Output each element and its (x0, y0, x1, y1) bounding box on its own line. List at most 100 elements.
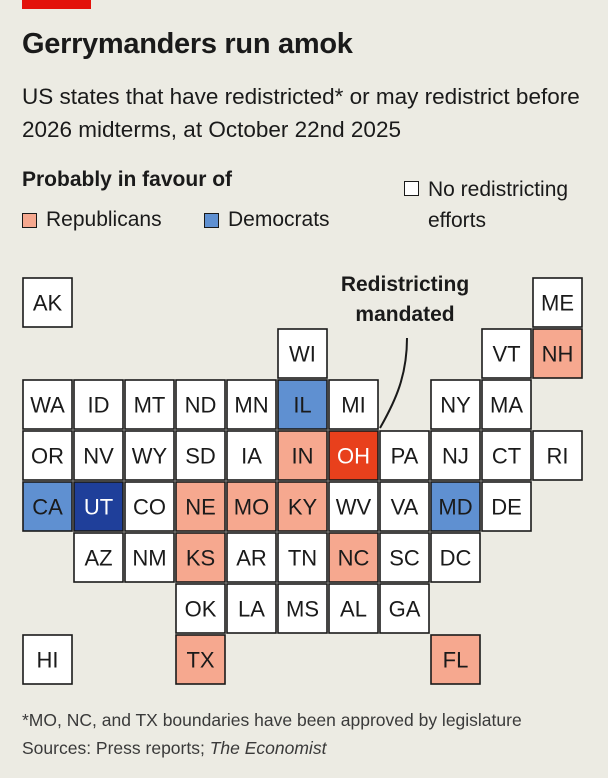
state-label: NM (132, 546, 166, 571)
state-tile-box (73, 430, 124, 481)
legend-swatch-none (404, 181, 419, 196)
state-label: ME (541, 291, 574, 316)
state-tile-id: ID (73, 379, 124, 430)
state-tile-pa: PA (379, 430, 430, 481)
state-label: KS (186, 546, 215, 571)
state-tile-ma: MA (481, 379, 532, 430)
legend-item-none: No redistricting efforts (404, 174, 598, 236)
state-label: MO (234, 495, 269, 520)
state-tile-box (277, 583, 328, 634)
state-label: VT (492, 342, 520, 367)
state-label: WA (30, 393, 65, 418)
sources-prefix: Sources: Press reports; (22, 738, 210, 758)
state-tile-wv: WV (328, 481, 379, 532)
state-tile-box (430, 430, 481, 481)
state-tile-box (73, 532, 124, 583)
state-label: NC (338, 546, 370, 571)
state-tile-box (124, 481, 175, 532)
state-tile-box (226, 430, 277, 481)
state-label: VA (391, 495, 419, 520)
state-label: NH (542, 342, 574, 367)
state-tile-al: AL (328, 583, 379, 634)
state-label: NV (83, 444, 114, 469)
state-tile-box (277, 481, 328, 532)
state-label: WV (336, 495, 372, 520)
state-label: ID (88, 393, 110, 418)
state-tile-ny: NY (430, 379, 481, 430)
state-tile-ms: MS (277, 583, 328, 634)
state-tile-ct: CT (481, 430, 532, 481)
state-tile-tn: TN (277, 532, 328, 583)
state-label: NY (440, 393, 471, 418)
state-tile-md: MD (430, 481, 481, 532)
state-label: FL (443, 648, 469, 673)
state-tile-box (175, 634, 226, 685)
state-label: WI (289, 342, 316, 367)
legend-label-republicans: Republicans (46, 208, 162, 231)
state-tile-wy: WY (124, 430, 175, 481)
state-label: TX (186, 648, 214, 673)
state-tile-box (532, 277, 583, 328)
annotation-line-2: mandated (355, 303, 455, 326)
state-tile-ks: KS (175, 532, 226, 583)
state-tile-box (175, 583, 226, 634)
state-label: HI (37, 648, 59, 673)
state-label: IN (292, 444, 314, 469)
state-tile-me: ME (532, 277, 583, 328)
state-tile-box (22, 379, 73, 430)
state-tile-box (22, 277, 73, 328)
annotation-leader-line (379, 337, 408, 429)
state-tile-az: AZ (73, 532, 124, 583)
state-label: AL (340, 597, 367, 622)
state-tile-tx: TX (175, 634, 226, 685)
state-tile-mt: MT (124, 379, 175, 430)
state-tile-box (73, 481, 124, 532)
state-label: IA (241, 444, 262, 469)
state-label: OK (185, 597, 217, 622)
state-tile-co: CO (124, 481, 175, 532)
state-tile-mn: MN (226, 379, 277, 430)
state-label: NE (185, 495, 216, 520)
state-tile-box (22, 430, 73, 481)
state-tile-box (328, 430, 379, 481)
state-tile-nd: ND (175, 379, 226, 430)
state-tile-box (124, 430, 175, 481)
state-label: CT (492, 444, 521, 469)
state-tile-hi: HI (22, 634, 73, 685)
state-tile-mi: MI (328, 379, 379, 430)
state-label: MN (234, 393, 268, 418)
state-tile-ky: KY (277, 481, 328, 532)
state-tile-ar: AR (226, 532, 277, 583)
state-label: SC (389, 546, 420, 571)
state-tile-wa: WA (22, 379, 73, 430)
state-tile-box (226, 481, 277, 532)
state-label: MI (341, 393, 365, 418)
legend-label-democrats: Democrats (228, 208, 330, 231)
state-label: ND (185, 393, 217, 418)
state-tile-in: IN (277, 430, 328, 481)
state-tile-de: DE (481, 481, 532, 532)
state-tile-ok: OK (175, 583, 226, 634)
state-tile-box (481, 328, 532, 379)
state-tile-box (22, 481, 73, 532)
state-tile-box (277, 430, 328, 481)
state-label: OH (337, 444, 370, 469)
state-tile-box (22, 634, 73, 685)
state-tile-box (532, 430, 583, 481)
state-label: MT (134, 393, 166, 418)
legend-swatch-democrats (204, 212, 219, 228)
state-tile-box (379, 481, 430, 532)
state-tile-ga: GA (379, 583, 430, 634)
state-tile-box (226, 532, 277, 583)
state-tile-box (481, 379, 532, 430)
state-tile-box (532, 328, 583, 379)
state-tile-ca: CA (22, 481, 73, 532)
state-tile-box (430, 379, 481, 430)
state-label: MD (438, 495, 472, 520)
annotation-line-1: Redistricting (340, 273, 470, 296)
legend-label-none: No redistricting efforts (428, 178, 569, 232)
state-tile-box (175, 379, 226, 430)
state-label: NJ (442, 444, 469, 469)
state-tile-il: IL (277, 379, 328, 430)
